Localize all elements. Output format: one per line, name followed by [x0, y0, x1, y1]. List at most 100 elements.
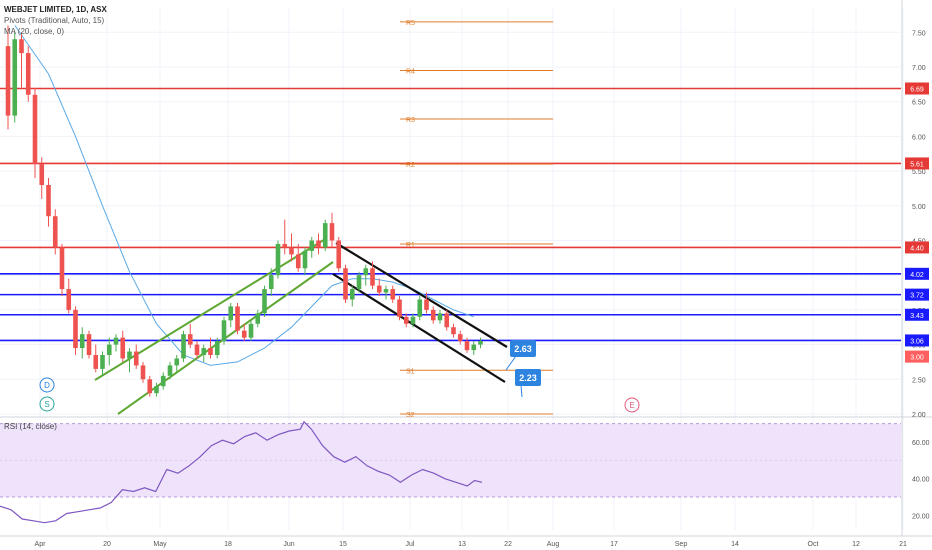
time-tick-label: 15: [339, 541, 347, 548]
level-tag-label: 3.72: [910, 293, 924, 300]
candle-body: [241, 330, 247, 338]
candle-body: [370, 268, 375, 286]
candle-body: [316, 240, 321, 248]
event-marker-label: D: [44, 381, 50, 390]
candle-body: [113, 337, 119, 345]
candle-body: [66, 289, 72, 310]
candle-body: [383, 289, 389, 293]
candle-body: [235, 306, 240, 331]
candle-body: [133, 351, 139, 366]
candle-body: [363, 268, 369, 276]
level-tag: [905, 157, 929, 170]
candle-body: [46, 184, 51, 217]
candle-body: [424, 299, 429, 310]
candle-body: [255, 313, 261, 324]
candle-body: [100, 355, 105, 369]
level-tag-label: 3.06: [910, 338, 924, 345]
callout-box: [515, 369, 541, 386]
price-tick-label: 6.00: [912, 134, 926, 141]
level-tag: [905, 308, 929, 321]
candle-body: [167, 365, 173, 376]
event-marker-label: E: [629, 401, 634, 410]
candle-body: [295, 254, 301, 269]
candle-body: [201, 348, 207, 356]
callout-label: 2.63: [514, 344, 532, 354]
time-tick-label: Jul: [406, 541, 415, 548]
candle-body: [430, 309, 436, 321]
time-tick-label: Aug: [547, 541, 560, 548]
pivot-label: R2: [406, 162, 415, 169]
pivot-label: S1: [406, 368, 415, 375]
time-tick-label: 18: [224, 541, 232, 548]
candle-body: [410, 316, 416, 324]
candle-body: [39, 164, 45, 185]
pivot-label: R5: [406, 20, 415, 27]
candle-body: [32, 94, 38, 165]
rsi-tick-label: 40.00: [912, 477, 930, 484]
candle-body: [93, 355, 99, 369]
candle-body: [154, 386, 159, 394]
candle-body: [120, 337, 126, 359]
event-marker: [624, 397, 640, 413]
pivot-label: S2: [406, 412, 415, 419]
candle-body: [5, 46, 11, 116]
level-tag: [905, 334, 929, 347]
callout-box: [510, 340, 536, 357]
level-tag-label: 4.02: [910, 272, 924, 279]
candle-body: [329, 223, 335, 241]
candle-body: [52, 216, 58, 248]
candle-body: [86, 334, 92, 356]
candle-body: [228, 306, 234, 321]
horizontal-levels: [0, 87, 901, 342]
candle-body: [194, 344, 200, 356]
candle-body: [464, 341, 470, 351]
candle-body: [160, 375, 166, 387]
rsi-tick-label: 60.00: [912, 440, 930, 447]
time-tick-label: 21: [899, 541, 907, 548]
candle-body: [451, 327, 456, 335]
time-tick-label: 13: [458, 541, 466, 548]
candle-body: [444, 313, 450, 328]
candle-body: [349, 289, 355, 300]
price-tick-label: 6.50: [912, 100, 926, 107]
candle-body: [403, 316, 409, 324]
candle-body: [147, 379, 153, 394]
candle-body: [309, 240, 315, 251]
candle-body: [457, 334, 463, 342]
pivot-label: R4: [406, 68, 415, 75]
candle-body: [187, 334, 193, 345]
candle-body: [221, 320, 227, 342]
price-tick-label: 2.50: [912, 377, 926, 384]
level-tag: [905, 82, 929, 95]
candle-body: [478, 341, 483, 345]
event-marker: [39, 377, 55, 393]
time-tick-label: 14: [731, 541, 739, 548]
price-tick-label: 2.00: [912, 412, 926, 419]
callout-pointer: [505, 355, 517, 371]
candle-body: [268, 275, 274, 290]
candle-body: [127, 351, 132, 359]
last-price-tag: [905, 350, 929, 363]
time-tick-label: 12: [852, 541, 860, 548]
level-tag: [905, 241, 929, 254]
event-marker: [39, 396, 55, 412]
candle-body: [356, 275, 362, 290]
price-tick-label: 7.50: [912, 30, 926, 37]
candle-body: [302, 250, 308, 269]
candle-body: [417, 299, 423, 317]
candle-body: [471, 344, 477, 351]
candle-body: [214, 341, 220, 356]
black-channel-line: [332, 273, 506, 383]
candle-body: [282, 243, 288, 248]
candle-body: [208, 348, 213, 356]
level-tag-label: 3.43: [910, 313, 924, 320]
candle-body: [106, 344, 112, 356]
price-axis: 7.507.006.506.005.505.004.504.003.503.00…: [901, 0, 930, 536]
price-tick-label: 7.00: [912, 65, 926, 72]
level-tag: [905, 288, 929, 301]
time-tick-label: 17: [610, 541, 618, 548]
time-tick-label: Sep: [675, 541, 688, 548]
candle-body: [343, 268, 348, 300]
level-tag-label: 5.61: [910, 161, 924, 168]
candle-body: [59, 247, 65, 290]
